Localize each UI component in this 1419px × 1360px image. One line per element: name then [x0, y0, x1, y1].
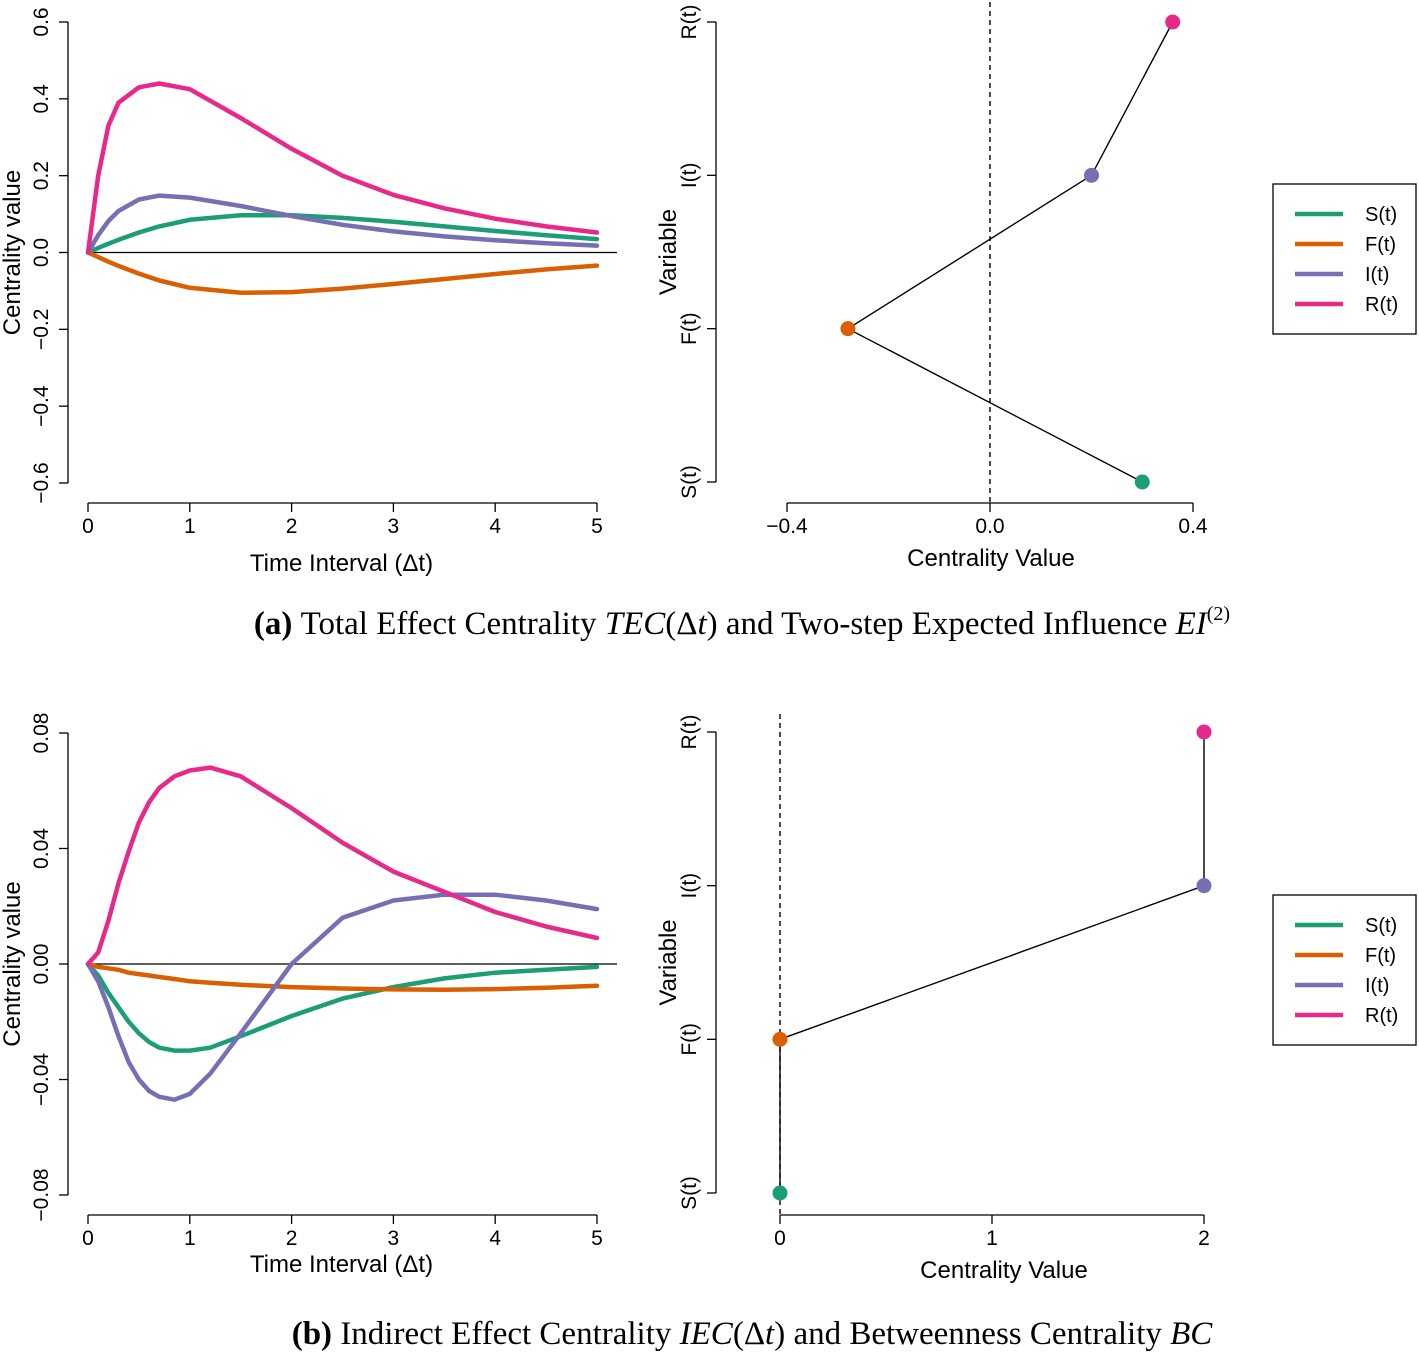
y-tick-label: F(t): [678, 312, 701, 345]
caption-text: t: [765, 1316, 775, 1352]
chart-b-right: 0 1 2 S(t) F(t) I(t) R(t) Centrality Value Varia…: [655, 714, 1212, 1284]
x-tick-label: 0: [82, 515, 94, 538]
point-r: [1196, 724, 1212, 740]
legend-label: S(t): [1365, 204, 1397, 226]
x-tick-label: 1: [986, 1227, 998, 1250]
y-tick-label: −0.6: [30, 462, 53, 503]
y-tick-label: 0.4: [30, 84, 53, 114]
y-tick-label: I(t): [678, 163, 701, 189]
point-r: [1165, 14, 1181, 30]
x-tick-label: 0: [774, 1227, 786, 1250]
y-axis-label: Centrality value: [0, 881, 26, 1046]
caption-text: Indirect Effect Centrality: [340, 1316, 679, 1352]
x-axis-label: Time Interval (Δt): [250, 1251, 433, 1278]
y-axis-label: Variable: [655, 209, 682, 295]
point-s: [1134, 474, 1150, 490]
point-f: [772, 1031, 788, 1047]
legend-label: S(t): [1365, 915, 1397, 937]
caption-label: (a): [254, 606, 301, 642]
series-line-s: [85, 961, 600, 1053]
caption-text: (Δ: [665, 606, 697, 642]
y-tick-label: 0.6: [30, 7, 53, 36]
legend-label: I(t): [1365, 264, 1389, 286]
caption-text: BC: [1170, 1316, 1213, 1352]
x-tick-label: 5: [591, 515, 603, 538]
x-axis-label: Centrality Value: [920, 1257, 1088, 1284]
y-tick-label: −0.4: [30, 385, 53, 427]
caption-superscript: (2): [1207, 603, 1230, 625]
y-tick-label: F(t): [678, 1023, 701, 1056]
x-axis-label: Time Interval (Δt): [250, 550, 433, 577]
caption-text: t: [697, 606, 707, 642]
x-tick-label: 2: [286, 1227, 298, 1250]
caption-label: (b): [292, 1316, 341, 1352]
x-tick-label: 0.0: [975, 515, 1004, 538]
x-tick-label: 2: [1198, 1227, 1210, 1250]
chart-a-left: 0 1 2 3 4 5 −0.6 −0.4 −0.2 0.0 0.2 0.4 0.6 Time Inter…: [0, 7, 617, 577]
chart-b-left: 0 1 2 3 4 5 −0.08 −0.04 0.00 0.04 0.08 Time Interva…: [0, 713, 617, 1278]
caption-text: IEC: [679, 1316, 734, 1352]
legend-label: R(t): [1365, 294, 1398, 316]
x-tick-label: 4: [489, 1227, 501, 1250]
y-tick-label: I(t): [678, 873, 701, 899]
legend-box: [1272, 894, 1417, 1046]
x-tick-label: 0.4: [1178, 515, 1208, 538]
legend-label: R(t): [1365, 1005, 1398, 1027]
x-tick-label: 4: [489, 515, 501, 538]
y-tick-label: 0.0: [30, 238, 53, 267]
legend-label: I(t): [1365, 975, 1389, 997]
point-s: [772, 1185, 788, 1201]
chart-a-right: −0.4 0.0 0.4 S(t) F(t) I(t) R(t) Centrality Val…: [655, 2, 1208, 572]
point-f: [840, 321, 856, 337]
legend-b: S(t) F(t) I(t) R(t): [1272, 894, 1417, 1046]
x-tick-label: −0.4: [766, 515, 808, 538]
legend-label: F(t): [1365, 234, 1396, 256]
x-tick-label: 3: [388, 515, 400, 538]
caption-text: ) and Betweenness Centrality: [774, 1316, 1170, 1352]
y-tick-label: S(t): [678, 465, 701, 499]
y-tick-label: S(t): [678, 1176, 701, 1210]
legend-box: [1272, 183, 1417, 335]
x-tick-label: 1: [184, 515, 196, 538]
legend-label: F(t): [1365, 945, 1396, 967]
caption-text: ) and Two-step Expected Influence: [707, 606, 1176, 642]
x-tick-label: 0: [82, 1227, 94, 1250]
x-tick-label: 1: [184, 1227, 196, 1250]
y-tick-label: −0.2: [30, 309, 53, 350]
y-tick-label: 0.04: [30, 828, 53, 869]
connector-line: [779, 732, 1205, 1193]
caption-b: (b) Indirect Effect Centrality IEC(Δt) a…: [292, 1316, 1214, 1352]
y-tick-label: 0.2: [30, 161, 53, 190]
series-line-i: [85, 892, 600, 1102]
legend-a: S(t) F(t) I(t) R(t): [1272, 183, 1417, 335]
caption-a: (a) Total Effect Centrality TEC(Δt) and …: [254, 603, 1230, 642]
y-tick-label: R(t): [678, 715, 701, 750]
caption-text: TEC: [605, 606, 667, 642]
caption-text: (Δ: [733, 1316, 765, 1352]
connector-line: [846, 21, 1174, 483]
point-i: [1084, 167, 1099, 183]
x-tick-label: 3: [388, 1227, 400, 1250]
series-line-s: [85, 212, 600, 255]
series-line-r: [85, 81, 600, 255]
series-line-f: [85, 250, 600, 296]
y-tick-label: 0.00: [30, 944, 53, 985]
series-line-i: [85, 193, 600, 255]
y-axis-label: Centrality value: [0, 170, 26, 335]
y-tick-label: −0.04: [30, 1053, 53, 1106]
y-tick-label: 0.08: [30, 713, 53, 754]
caption-text: Total Effect Centrality: [301, 606, 605, 642]
x-axis-label: Centrality Value: [907, 545, 1075, 572]
x-tick-label: 2: [286, 515, 298, 538]
y-axis-label: Variable: [655, 919, 682, 1005]
caption-text: EI: [1175, 606, 1209, 642]
series-line-r: [85, 765, 600, 967]
series-line-f: [85, 961, 600, 992]
y-tick-label: −0.08: [30, 1168, 53, 1221]
point-i: [1196, 878, 1212, 894]
y-tick-label: R(t): [678, 5, 701, 40]
x-tick-label: 5: [591, 1227, 603, 1250]
